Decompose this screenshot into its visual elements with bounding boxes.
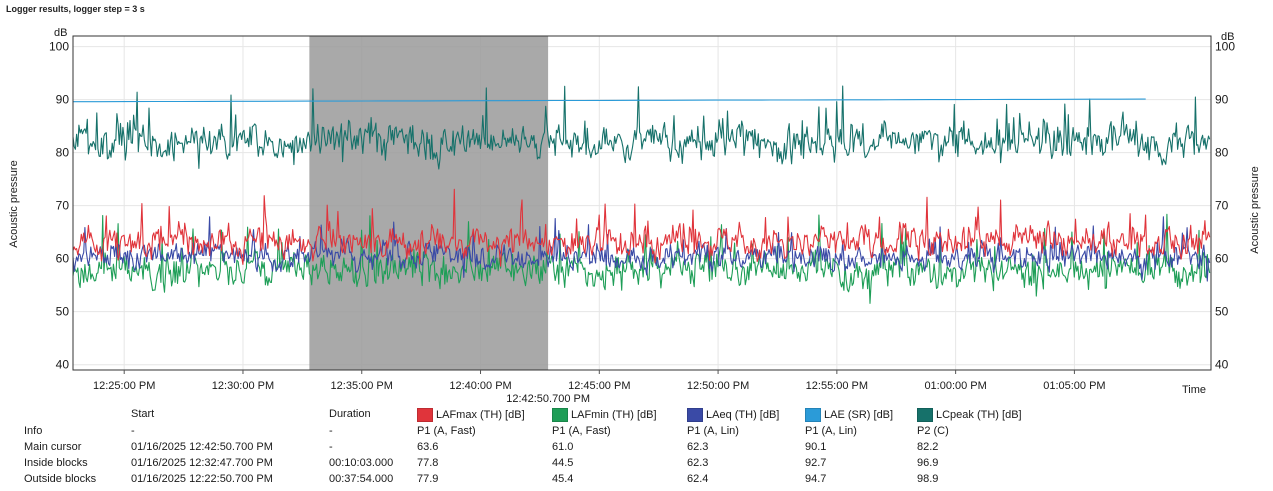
lcpeak-color-swatch [917,408,933,422]
header-duration: Duration [329,408,371,420]
row-duration: - [329,441,333,453]
legend-lafmin[interactable]: LAFmin (TH) [dB] [552,408,657,422]
chart-shaded-block[interactable] [309,36,549,370]
lae-color-swatch [805,408,821,422]
x-tick-label: 12:40:00 PM [449,380,511,392]
row-duration: - [329,425,333,437]
x-tick-label: 12:50:00 PM [687,380,749,392]
row-start: 01/16/2025 12:22:50.700 PM [131,473,273,485]
main-cursor-time-label: 12:42:50.700 PM [506,393,590,404]
legend-laeq[interactable]: LAeq (TH) [dB] [687,408,779,422]
row-label: Info [24,425,43,437]
row-value: 63.6 [417,441,439,453]
row-value: 90.1 [805,441,827,453]
plot-background [73,36,1211,370]
y-axis-label-right: Acoustic pressure [1249,166,1261,253]
y-tick-label-right: 40 [1215,358,1229,372]
row-label: Main cursor [24,441,82,453]
y-tick-label-left: 90 [56,93,70,107]
y-tick-label-left: 50 [56,305,70,319]
lafmax-color-swatch [417,408,433,422]
y-tick-label-right: 70 [1215,199,1229,213]
y-tick-label-right: 90 [1215,93,1229,107]
chart-series-layer [72,85,1211,304]
chart-grid [73,36,1211,370]
header-start: Start [131,408,155,420]
row-value: 45.4 [552,473,574,485]
x-axis-label: Time [1182,384,1206,396]
row-value: 92.7 [805,457,827,469]
row-value: 44.5 [552,457,574,469]
row-value: 62.3 [687,441,709,453]
plot-frame [72,35,1212,371]
series-line-lafmax [72,188,1211,267]
y-axis-unit-left: dB [54,27,67,39]
x-tick-label: 12:35:00 PM [331,380,393,392]
x-tick-label: 12:25:00 PM [93,380,155,392]
y-axis-unit-right: dB [1221,31,1234,43]
row-start: - [131,425,135,437]
y-tick-label-left: 80 [56,146,70,160]
row-value: 77.8 [417,457,439,469]
legend-lae[interactable]: LAE (SR) [dB] [805,408,893,422]
x-tick-label: 12:55:00 PM [806,380,868,392]
y-tick-label-left: 100 [49,40,69,54]
row-value: 98.9 [917,473,939,485]
row-value: 62.4 [687,473,709,485]
y-tick-label-right: 80 [1215,146,1229,160]
y-tick-label-right: 60 [1215,252,1229,266]
logger-chart[interactable]: 40 40 50 50 60 60 70 70 80 80 90 90 100 100 12:25:00 P… [0,0,1273,404]
chart-axes: 40 40 50 50 60 60 70 70 80 80 90 90 100 100 12:25:00 P… [49,40,1235,392]
y-tick-label-right: 100 [1215,40,1235,54]
row-label: Outside blocks [24,473,97,485]
inside-block-region[interactable] [309,36,549,370]
row-duration: 00:10:03.000 [329,457,394,469]
row-value: 77.9 [417,473,439,485]
lafmin-color-swatch [552,408,568,422]
legend-lafmax[interactable]: LAFmax (TH) [dB] [417,408,525,422]
y-axis-label-left: Acoustic pressure [8,160,20,247]
x-tick-label: 12:30:00 PM [212,380,274,392]
laeq-color-swatch [687,408,703,422]
row-value: 96.9 [917,457,939,469]
results-table: Start Duration LAFmax (TH) [dB] LAFmin (… [0,404,1273,491]
row-start: 01/16/2025 12:42:50.700 PM [131,441,273,453]
row-value: P1 (A, Fast) [552,425,611,437]
window-title: Logger results, logger step = 3 s [6,4,145,14]
x-tick-label: 01:00:00 PM [924,380,986,392]
y-tick-label-left: 60 [56,252,70,266]
row-start: 01/16/2025 12:32:47.700 PM [131,457,273,469]
series-line-lcpeak [72,85,1211,170]
row-value: 62.3 [687,457,709,469]
row-value: P1 (A, Lin) [805,425,857,437]
row-value: 61.0 [552,441,574,453]
row-label: Inside blocks [24,457,88,469]
legend-lcpeak[interactable]: LCpeak (TH) [dB] [917,408,1022,422]
row-value: P1 (A, Fast) [417,425,476,437]
chart-frame [72,35,1212,371]
series-line-laeq [72,216,1211,282]
y-tick-label-left: 70 [56,199,70,213]
y-tick-label-right: 50 [1215,305,1229,319]
x-tick-label: 01:05:00 PM [1043,380,1105,392]
row-value: 94.7 [805,473,827,485]
row-duration: 00:37:54.000 [329,473,394,485]
y-tick-label-left: 40 [56,358,70,372]
row-value: P1 (A, Lin) [687,425,739,437]
series-line-lae [73,98,1146,103]
x-tick-label: 12:45:00 PM [568,380,630,392]
row-value: 82.2 [917,441,939,453]
row-value: P2 (C) [917,425,949,437]
